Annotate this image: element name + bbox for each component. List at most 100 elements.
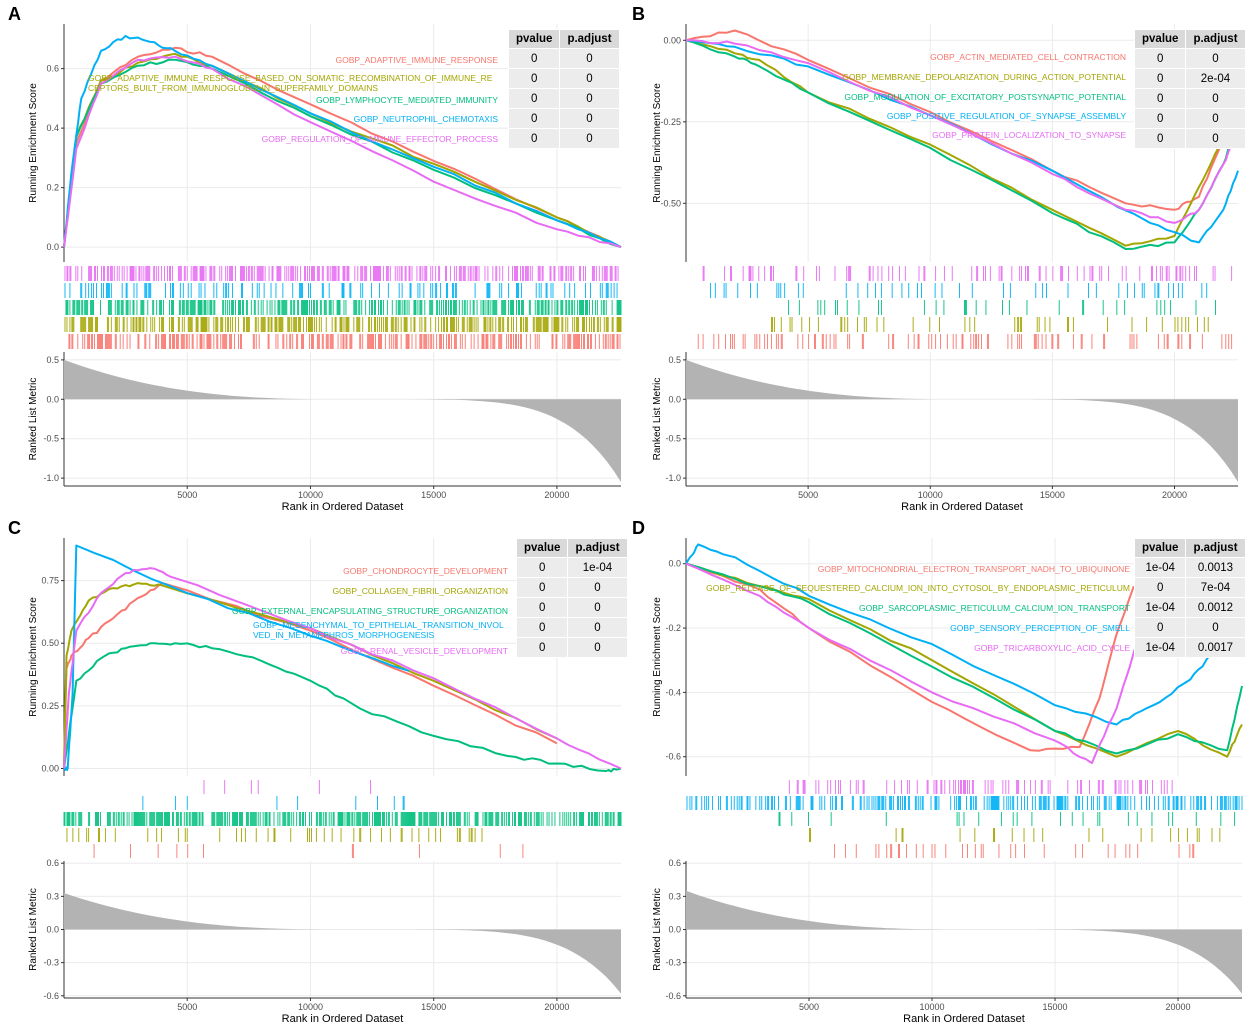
y-tick-label: -0.50 [660,198,681,208]
metric-tick-label: 0.5 [46,355,59,365]
padjust-cell: 0 [1185,88,1246,109]
padjust-cell: 0 [567,637,628,658]
x-tick-label: 5000 [799,1002,819,1012]
series-line [63,544,410,771]
pvalue-cell: 1e-04 [1133,597,1187,618]
pvalue-cell: 0 [507,88,561,109]
padjust-cell: 0.0013 [1185,557,1246,578]
panel-b-letter: B [632,4,645,24]
legend-entry: GOBP_ADAPTIVE_IMMUNE_RESPONSE_BASED_ON_S… [28,73,498,95]
pvalue-cell: 0 [1133,88,1187,109]
panel-d-plot: 0.0 -0.2 -0.4 -0.6 -0.6 -0.3 0.0 0.3 0.6 5000 1000… [652,538,1243,1025]
panel-d-letter: D [632,518,645,538]
padjust-cell: 2e-04 [1185,68,1246,89]
metric-tick-label: 0.0 [46,925,59,935]
ranked-metric-area [64,893,621,994]
panel-a-plot: 0.0 0.2 0.4 0.6 -1.0 -0.5 0.0 0.5 5000 10000 15000… [28,24,622,513]
padjust-cell: 0 [567,577,628,598]
series-line [685,39,1239,244]
metric-tick-label: 0.3 [46,891,59,901]
x-tick-label: 10000 [298,1002,323,1012]
metric-tick-label: 0.0 [46,394,59,404]
padjust-cell: 1e-04 [567,557,628,578]
pvalue-cell: 1e-04 [1133,557,1187,578]
series-line [685,562,1135,752]
padjust-cell: 0 [559,88,620,109]
series-line [63,567,622,770]
legend-entry: GOBP_REGULATION_OF_IMMUNE_EFFECTOR_PROCE… [261,134,498,144]
col-pvalue: pvalue [515,538,569,558]
legend-entry: GOBP_TRICARBOXYLIC_ACID_CYCLE [974,643,1130,653]
panel-c-legend: GOBP_CHONDROCYTE_DEVELOPMENT GOBP_COLLAG… [38,566,508,664]
series-line [63,34,622,248]
pvalue-cell: 0 [1133,577,1187,598]
metric-tick-label: -1.0 [665,473,681,483]
legend-entry: GOBP_MEMBRANE_DEPOLARIZATION_DURING_ACTI… [842,72,1126,82]
metric-tick-label: -1.0 [43,473,59,483]
col-padjust: p.adjust [1185,538,1246,558]
padjust-cell: 0.0017 [1185,637,1246,658]
metric-tick-label: 0.5 [668,355,681,365]
padjust-cell: 0 [1185,108,1246,129]
metric-tick-label: -0.5 [43,434,59,444]
series-line [685,39,1239,247]
y-tick-label: -0.4 [665,687,681,697]
legend-entry: GOBP_NEUTROPHIL_CHEMOTAXIS [353,114,498,124]
metric-tick-label: -0.6 [665,991,681,1001]
padjust-cell: 0 [559,68,620,89]
metric-tick-label: -0.6 [43,991,59,1001]
y-tick-label: 0.4 [46,123,59,133]
panel-d-legend: GOBP_MITOCHONDRIAL_ELECTRON_TRANSPORT_NA… [630,564,1130,662]
col-pvalue: pvalue [1133,538,1187,558]
legend-entry: GOBP_MESENCHYMAL_TO_EPITHELIAL_TRANSITIO… [38,620,508,646]
pvalue-cell: 0 [507,48,561,69]
y-tick-label: -0.25 [660,117,681,127]
metric-tick-label: 0.3 [668,891,681,901]
padjust-cell: 0 [567,597,628,618]
pvalue-cell: 0 [1133,128,1187,149]
legend-entry: GOBP_COLLAGEN_FIBRIL_ORGANIZATION [332,586,508,596]
legend-entry: GOBP_POSITIVE_REGULATION_OF_SYNAPSE_ASSE… [886,111,1126,121]
legend-entry: GOBP_PROTEIN_LOCALIZATION_TO_SYNAPSE [932,130,1126,140]
legend-entry: GOBP_ADAPTIVE_IMMUNE_RESPONSE [335,55,499,65]
x-tick-label: 5000 [798,490,818,500]
series-line [686,39,1239,224]
metric-axis-title: Ranked List Metric [652,888,663,971]
series-line [63,55,622,249]
legend-entry: GOBP_LYMPHOCYTE_MEDIATED_IMMUNITY [316,95,498,105]
x-tick-label: 10000 [298,490,323,500]
y-axis-title: Running Enrichment Score [652,597,663,717]
padjust-cell: 0 [559,48,620,69]
pvalue-cell: 1e-04 [1133,637,1187,658]
x-tick-label: 20000 [1166,1002,1191,1012]
series-line [685,29,1239,211]
metric-tick-label: 0.6 [46,858,59,868]
y-tick-label: 0.0 [46,242,59,252]
pvalue-cell: 0 [515,557,569,578]
panel-a-legend: GOBP_ADAPTIVE_IMMUNE_RESPONSE GOBP_ADAPT… [28,55,498,152]
panel-c-letter: C [8,518,21,538]
col-padjust: p.adjust [567,538,628,558]
padjust-cell: 7e-04 [1185,577,1246,598]
legend-entry: GOBP_EXTERNAL_ENCAPSULATING_STRUCTURE_OR… [232,606,508,616]
panel-d-stats-table: pvalue p.adjust 1e-04 0.0013 0 7e-04 1e-04 0… [1133,538,1246,658]
series-line [63,58,622,249]
legend-entry-text: GOBP_MESENCHYMAL_TO_EPITHELIAL_TRANSITIO… [253,620,504,640]
pvalue-cell: 0 [507,108,561,129]
y-tick-label: 0.0 [668,559,681,569]
x-tick-label: 15000 [1040,490,1065,500]
padjust-cell: 0 [1185,48,1246,69]
ranked-metric-area [64,359,621,483]
y-tick-label: -0.2 [665,623,681,633]
legend-entry: GOBP_RELEASE_OF_SEQUESTERED_CALCIUM_ION_… [706,583,1130,593]
panel-a-letter: A [8,4,21,24]
pvalue-cell: 0 [507,68,561,89]
ranked-metric-area [686,890,1242,994]
panel-b-legend: GOBP_ACTIN_MEDIATED_CELL_CONTRACTION GOB… [656,52,1126,149]
x-tick-label: 5000 [177,1002,197,1012]
col-pvalue: pvalue [1133,29,1187,49]
metric-axis-title: Ranked List Metric [652,378,663,461]
x-tick-label: 20000 [544,490,569,500]
x-tick-label: 15000 [1043,1002,1068,1012]
series-line [685,562,1138,765]
